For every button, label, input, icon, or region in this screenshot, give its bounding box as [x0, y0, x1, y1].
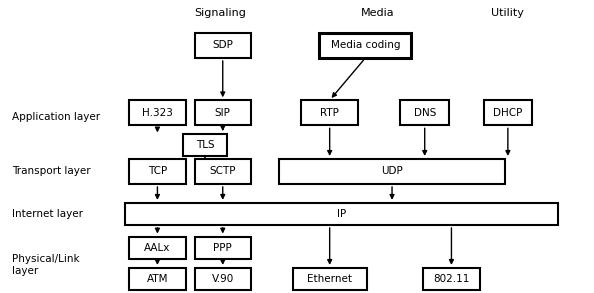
FancyBboxPatch shape — [320, 33, 411, 58]
Text: AALx: AALx — [144, 243, 170, 253]
FancyBboxPatch shape — [129, 237, 185, 259]
FancyBboxPatch shape — [292, 268, 367, 290]
Text: SIP: SIP — [215, 108, 230, 118]
Text: UDP: UDP — [381, 166, 403, 176]
Text: TLS: TLS — [195, 140, 214, 150]
Text: H.323: H.323 — [142, 108, 173, 118]
Text: DHCP: DHCP — [493, 108, 523, 118]
FancyBboxPatch shape — [400, 100, 449, 125]
FancyBboxPatch shape — [194, 268, 251, 290]
Text: IP: IP — [337, 209, 346, 219]
Text: V.90: V.90 — [211, 274, 234, 284]
FancyBboxPatch shape — [279, 159, 505, 184]
Text: SCTP: SCTP — [210, 166, 236, 176]
FancyBboxPatch shape — [194, 159, 251, 184]
Text: DNS: DNS — [413, 108, 436, 118]
FancyBboxPatch shape — [183, 134, 227, 156]
Text: 802.11: 802.11 — [433, 274, 470, 284]
Text: PPP: PPP — [213, 243, 232, 253]
Text: Transport layer: Transport layer — [12, 166, 90, 176]
FancyBboxPatch shape — [125, 203, 558, 225]
FancyBboxPatch shape — [194, 237, 251, 259]
Text: SDP: SDP — [212, 40, 233, 50]
Text: ATM: ATM — [147, 274, 168, 284]
Text: Signaling: Signaling — [194, 8, 246, 18]
Text: Ethernet: Ethernet — [307, 274, 352, 284]
FancyBboxPatch shape — [129, 268, 185, 290]
Text: Internet layer: Internet layer — [12, 209, 83, 219]
Text: RTP: RTP — [320, 108, 339, 118]
Text: TCP: TCP — [148, 166, 167, 176]
FancyBboxPatch shape — [302, 100, 358, 125]
Text: Media: Media — [361, 8, 394, 18]
Text: Media coding: Media coding — [330, 40, 400, 50]
FancyBboxPatch shape — [129, 159, 185, 184]
FancyBboxPatch shape — [194, 33, 251, 58]
FancyBboxPatch shape — [423, 268, 479, 290]
Text: Physical/Link
layer: Physical/Link layer — [12, 254, 80, 276]
Text: Application layer: Application layer — [12, 112, 100, 122]
Text: Utility: Utility — [491, 8, 525, 18]
FancyBboxPatch shape — [194, 100, 251, 125]
FancyBboxPatch shape — [129, 100, 185, 125]
FancyBboxPatch shape — [484, 100, 532, 125]
